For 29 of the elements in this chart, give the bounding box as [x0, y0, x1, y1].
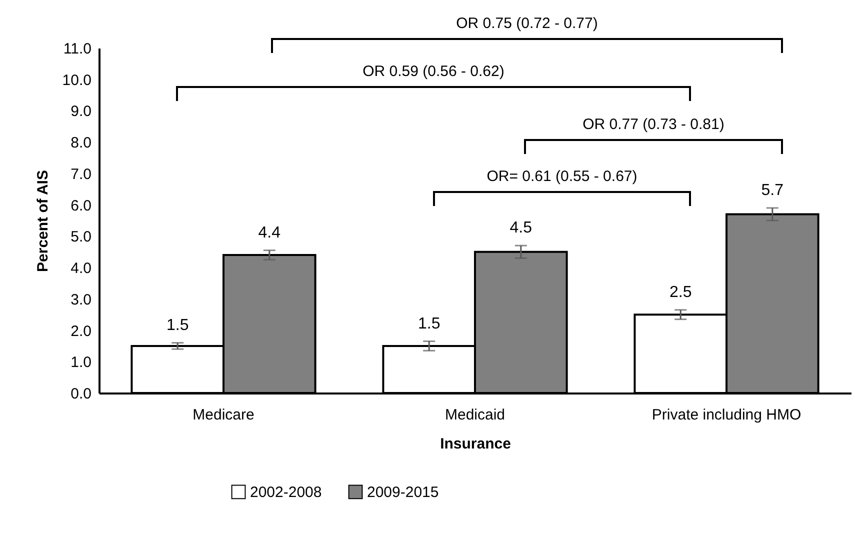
x-tick-label: Private including HMO [652, 406, 802, 424]
y-tick-label: 1.0 [70, 354, 92, 372]
y-tick-label: 0.0 [70, 386, 92, 402]
x-tick-label: Medicaid [444, 406, 506, 424]
data-label: 4.4 [258, 224, 281, 242]
annotation: OR 0.59 (0.56 - 0.62) [362, 63, 504, 80]
data-label: 1.5 [166, 316, 189, 334]
y-tick-label: 11.0 [63, 40, 92, 58]
y-axis-title: Percent of AIS [34, 170, 52, 272]
text: OR 0.75 (0.72 - 0.77) [456, 15, 598, 32]
y-tick-label: 4.0 [70, 260, 92, 278]
data-label: 5.7 [761, 182, 784, 199]
annotation: OR= 0.61 (0.55 - 0.67) [486, 168, 638, 185]
data-label: 2.5 [669, 284, 692, 301]
y-tick-label: 8.0 [70, 134, 92, 152]
y-tick-label: 3.0 [70, 291, 92, 308]
x-tick-label: Medicare [192, 406, 254, 424]
y-tick-label: 7.0 [70, 166, 92, 183]
legend-label: 2002-2008 [250, 484, 322, 501]
annotation: OR 0.77 (0.73 - 0.81) [582, 116, 724, 133]
x-axis-title: Insurance [440, 436, 511, 452]
data-label: 1.5 [418, 315, 440, 332]
y-tick-label: 10.0 [62, 72, 92, 89]
data-label: 4.5 [510, 220, 532, 237]
y-tick-label: 5.0 [70, 228, 92, 246]
y-tick-label: 9.0 [70, 103, 92, 120]
y-tick-label: 2.0 [70, 322, 92, 340]
legend-label: 2009-2015 [367, 484, 439, 501]
y-tick-label: 6.0 [70, 197, 92, 214]
